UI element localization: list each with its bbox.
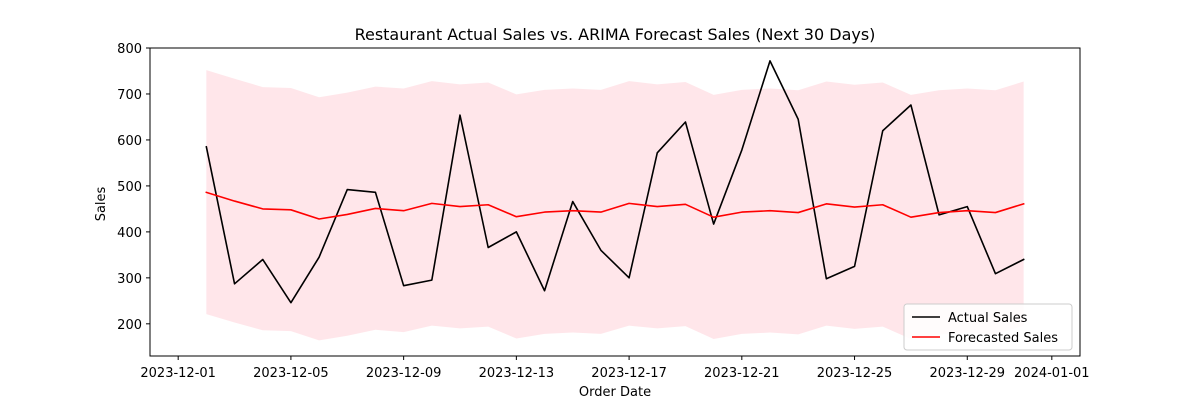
series-0-point xyxy=(205,146,207,148)
series-0-point xyxy=(853,265,855,267)
series-1-point xyxy=(318,218,320,220)
x-tick-label: 2023-12-13 xyxy=(479,366,555,381)
series-1-point xyxy=(684,203,686,205)
x-tick-label: 2023-12-17 xyxy=(591,366,667,381)
x-tick-label: 2023-12-05 xyxy=(253,366,329,381)
series-1-point xyxy=(431,202,433,204)
series-1-point xyxy=(853,206,855,208)
legend-label-0: Actual Sales xyxy=(948,311,1028,326)
series-1-point xyxy=(769,210,771,212)
series-0-point xyxy=(290,301,292,303)
y-tick-label: 800 xyxy=(117,42,142,57)
y-tick-label: 700 xyxy=(117,88,142,103)
legend-label-1: Forecasted Sales xyxy=(948,331,1058,346)
series-1-point xyxy=(572,210,574,212)
x-tick-label: 2024-01-01 xyxy=(1014,366,1090,381)
series-0-point xyxy=(741,149,743,151)
plot-frame xyxy=(149,47,1081,357)
series-line-1 xyxy=(205,191,1025,220)
series-0-point xyxy=(684,121,686,123)
series-0-point xyxy=(515,231,517,233)
x-tick-label: 2023-12-21 xyxy=(704,366,780,381)
series-0-point xyxy=(825,278,827,280)
series-0-point xyxy=(1022,258,1024,260)
series-0-point xyxy=(712,223,714,225)
legend: Actual Sales Forecasted Sales xyxy=(903,303,1073,351)
series-0-point xyxy=(402,284,404,286)
y-axis-title: Sales xyxy=(94,186,109,221)
series-0-point xyxy=(797,118,799,120)
series-1-point xyxy=(628,202,630,204)
series-1-point xyxy=(205,191,207,193)
x-axis-title: Order Date xyxy=(579,385,651,400)
series-1-point xyxy=(515,216,517,218)
x-tick-label: 2023-12-01 xyxy=(140,366,216,381)
chart-title: Restaurant Actual Sales vs. ARIMA Foreca… xyxy=(355,25,876,44)
series-1-point xyxy=(656,205,658,207)
x-tick-label: 2023-12-29 xyxy=(929,366,1005,381)
series-0-point xyxy=(431,279,433,281)
legend-box xyxy=(903,303,1073,351)
series-1-point xyxy=(262,208,264,210)
series-0-point xyxy=(769,60,771,62)
series-0-point xyxy=(938,214,940,216)
series-1-point xyxy=(712,216,714,218)
series-0-point xyxy=(910,104,912,106)
x-axis: 2023-12-01 2023-12-05 2023-12-09 2023-12-13… xyxy=(140,356,1090,381)
y-axis: 200 300 400 500 600 700 800 xyxy=(117,42,150,333)
series-1-point xyxy=(797,211,799,213)
x-tick-label: 2023-12-25 xyxy=(817,366,893,381)
series-0-point xyxy=(233,283,235,285)
series-0-point xyxy=(318,256,320,258)
series-1-point xyxy=(741,211,743,213)
series-0-point xyxy=(487,246,489,248)
series-0-point xyxy=(374,191,376,193)
y-tick-label: 500 xyxy=(117,180,142,195)
y-tick-label: 200 xyxy=(117,318,142,333)
series-0-point xyxy=(346,188,348,190)
series-0-point xyxy=(994,273,996,275)
series-0-point xyxy=(572,200,574,202)
series-1-point xyxy=(402,210,404,212)
series-1-point xyxy=(910,216,912,218)
series-0-point xyxy=(543,290,545,292)
y-tick-label: 600 xyxy=(117,134,142,149)
series-1-point xyxy=(600,211,602,213)
series-1-point xyxy=(459,205,461,207)
series-0-point xyxy=(628,277,630,279)
series-1-point xyxy=(290,209,292,211)
series-1-point xyxy=(938,211,940,213)
series-1-point xyxy=(882,204,884,206)
series-1-point xyxy=(346,213,348,215)
series-1-point xyxy=(994,211,996,213)
series-1-point xyxy=(233,200,235,202)
series-0-point xyxy=(656,152,658,154)
series-1-point xyxy=(1022,203,1024,205)
series-1-point xyxy=(374,207,376,209)
series-line-0 xyxy=(205,60,1025,304)
series-0-point xyxy=(600,249,602,251)
series-0-point xyxy=(882,130,884,132)
series-0-point xyxy=(459,114,461,116)
series-1-point xyxy=(543,211,545,213)
confidence-band xyxy=(206,70,1024,341)
series-1-point xyxy=(487,204,489,206)
y-tick-label: 400 xyxy=(117,226,142,241)
y-tick-label: 300 xyxy=(117,272,142,287)
plot-area xyxy=(149,47,1081,357)
series-1-point xyxy=(825,203,827,205)
series-0-point xyxy=(262,258,264,260)
series-1-point xyxy=(966,210,968,212)
series-0-point xyxy=(966,205,968,207)
x-tick-label: 2023-12-09 xyxy=(366,366,442,381)
